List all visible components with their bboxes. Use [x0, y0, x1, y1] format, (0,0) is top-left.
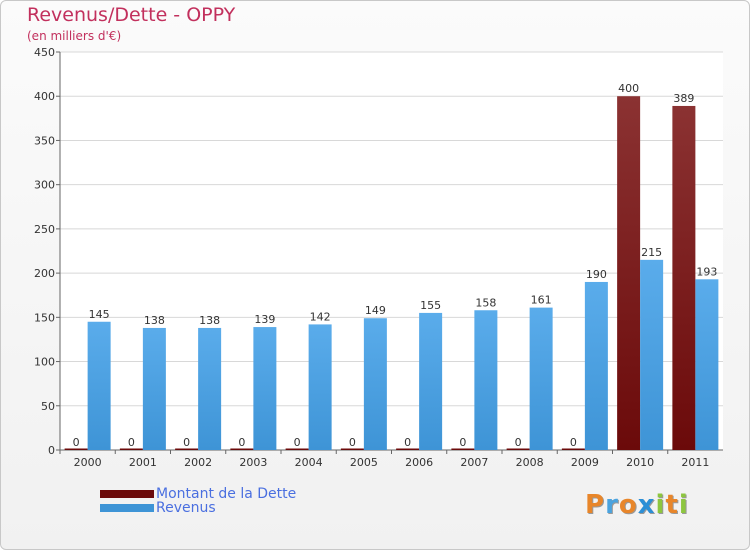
y-tick-label: 300 — [34, 179, 55, 192]
bar-revenue — [308, 324, 332, 450]
bar-revenue — [363, 318, 387, 450]
data-label-revenue: 145 — [89, 308, 110, 321]
chart-title: Revenus/Dette - OPPY — [27, 4, 236, 26]
data-label-revenue: 215 — [641, 246, 662, 259]
data-label-debt: 0 — [183, 436, 190, 449]
x-tick-label: 2003 — [239, 456, 267, 469]
bar-debt — [175, 448, 199, 450]
x-tick-label: 2005 — [350, 456, 378, 469]
bar-debt — [230, 448, 254, 450]
x-tick-label: 2001 — [129, 456, 157, 469]
data-label-revenue: 139 — [254, 313, 275, 326]
data-label-debt: 0 — [128, 436, 135, 449]
chart-subtitle: (en milliers d'€) — [27, 29, 122, 43]
x-tick-label: 2010 — [626, 456, 654, 469]
bar-revenue — [584, 281, 608, 450]
data-label-revenue: 161 — [531, 294, 552, 307]
y-tick-label: 100 — [34, 356, 55, 369]
bar-revenue — [87, 321, 111, 450]
y-tick-label: 450 — [34, 46, 55, 59]
bar-revenue — [142, 327, 166, 450]
y-tick-label: 150 — [34, 311, 55, 324]
data-label-revenue: 142 — [310, 310, 331, 323]
y-tick-label: 50 — [41, 400, 55, 413]
data-label-debt: 0 — [238, 436, 245, 449]
bar-debt — [396, 448, 420, 450]
bar-revenue — [474, 310, 498, 450]
data-label-debt: 389 — [673, 92, 694, 105]
x-tick-label: 2009 — [571, 456, 599, 469]
data-label-revenue: 193 — [696, 265, 717, 278]
data-label-revenue: 155 — [420, 299, 441, 312]
logo-letter: i — [678, 490, 689, 520]
bar-revenue — [695, 279, 719, 450]
legend-swatch-revenue — [100, 504, 154, 512]
x-tick-label: 2007 — [460, 456, 488, 469]
data-label-debt: 0 — [570, 436, 577, 449]
data-label-debt: 0 — [459, 436, 466, 449]
bar-revenue — [640, 259, 664, 450]
logo-letter: P — [585, 490, 606, 520]
bar-debt — [285, 448, 309, 450]
y-tick-label: 400 — [34, 90, 55, 103]
legend-label-debt: Montant de la Dette — [156, 486, 297, 502]
data-label-debt: 0 — [515, 436, 522, 449]
bar-debt — [64, 448, 88, 450]
x-tick-label: 2008 — [516, 456, 544, 469]
x-tick-label: 2000 — [74, 456, 102, 469]
y-tick-label: 350 — [34, 134, 55, 147]
logo-letter: x — [637, 490, 656, 520]
logo-letter: o — [618, 490, 638, 520]
logo-letter: t — [665, 490, 679, 520]
bar-revenue — [198, 327, 222, 450]
logo-letter: i — [655, 490, 666, 520]
data-label-debt: 0 — [294, 436, 301, 449]
y-tick-label: 200 — [34, 267, 55, 280]
data-label-debt: 400 — [618, 82, 639, 95]
plot-area — [60, 52, 723, 450]
proxiti-logo: Proxiti — [585, 490, 689, 520]
data-label-debt: 0 — [349, 436, 356, 449]
bar-revenue — [529, 307, 553, 450]
x-tick-label: 2011 — [681, 456, 709, 469]
data-label-revenue: 138 — [199, 314, 220, 327]
bar-debt — [119, 448, 143, 450]
data-label-revenue: 190 — [586, 268, 607, 281]
legend-swatch-debt — [100, 490, 154, 498]
x-tick-label: 2002 — [184, 456, 212, 469]
x-tick-label: 2006 — [405, 456, 433, 469]
logo-letter: r — [605, 490, 619, 520]
data-label-revenue: 158 — [475, 296, 496, 309]
legend-item-debt: Montant de la Dette — [100, 486, 296, 502]
bar-revenue — [419, 312, 443, 450]
bar-debt — [506, 448, 530, 450]
bar-revenue — [253, 327, 277, 450]
data-label-revenue: 138 — [144, 314, 165, 327]
data-label-debt: 0 — [404, 436, 411, 449]
legend-item-revenue: Revenus — [100, 500, 216, 516]
bar-debt — [561, 448, 585, 450]
bar-debt — [340, 448, 364, 450]
legend-label-revenue: Revenus — [156, 500, 216, 516]
x-tick-label: 2004 — [295, 456, 323, 469]
bar-debt — [617, 96, 641, 450]
y-tick-label: 250 — [34, 223, 55, 236]
data-label-revenue: 149 — [365, 304, 386, 317]
data-label-debt: 0 — [73, 436, 80, 449]
bar-debt — [672, 105, 696, 450]
bar-debt — [451, 448, 475, 450]
y-tick-label: 0 — [48, 444, 55, 457]
